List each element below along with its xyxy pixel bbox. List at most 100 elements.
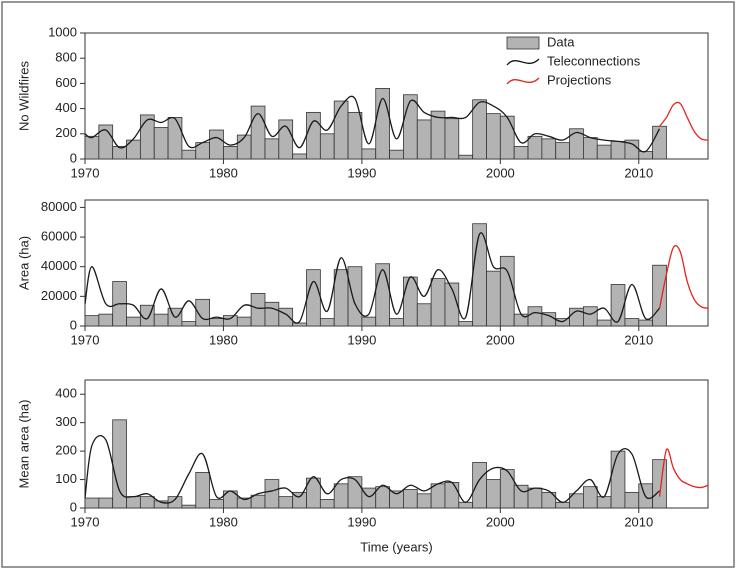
y-tick-label: 0 — [70, 499, 77, 514]
bar — [153, 313, 169, 327]
bar — [638, 319, 654, 327]
bar — [527, 135, 543, 160]
bar — [610, 450, 626, 509]
bar — [139, 496, 155, 509]
bar — [403, 489, 418, 509]
legend-swatch — [506, 77, 540, 85]
x-tick-label: 2000 — [486, 332, 515, 347]
bar — [292, 322, 307, 327]
bar — [596, 319, 612, 327]
bar — [347, 111, 363, 160]
bar — [652, 264, 667, 327]
bar — [361, 148, 377, 160]
bar — [209, 318, 224, 327]
legend-label: Teleconnections — [547, 53, 641, 68]
line — [84, 435, 660, 504]
x-tick-label: 1970 — [71, 514, 100, 529]
bar — [84, 315, 100, 327]
bar — [292, 153, 307, 160]
bar — [555, 142, 570, 160]
bar — [389, 149, 404, 160]
x-tick-label: 1980 — [209, 514, 238, 529]
bar — [306, 477, 321, 509]
bar — [430, 278, 446, 327]
y-axis-label: No Wildfires — [16, 60, 31, 131]
y-tick-label: 400 — [55, 100, 77, 115]
x-tick-label: 2010 — [624, 165, 653, 180]
y-axis-label: Area (ha) — [16, 236, 31, 290]
bar — [527, 487, 543, 509]
bar — [126, 496, 141, 509]
bar — [98, 313, 114, 327]
bar — [596, 496, 612, 509]
bar — [112, 419, 127, 509]
bar — [513, 313, 529, 327]
x-tick-label: 2000 — [486, 165, 515, 180]
bar — [250, 494, 266, 509]
y-tick-label: 800 — [55, 50, 77, 65]
y-tick-label: 400 — [55, 386, 77, 401]
bar — [486, 270, 501, 327]
bar — [278, 307, 294, 327]
bar — [236, 134, 252, 160]
y-tick-label: 40000 — [41, 258, 77, 273]
x-tick-label: 1990 — [347, 514, 376, 529]
bar — [472, 462, 487, 509]
bar — [347, 266, 363, 327]
bar — [153, 127, 169, 160]
bar — [499, 255, 515, 327]
y-tick-label: 0 — [70, 317, 77, 332]
bar — [319, 133, 335, 160]
bar — [458, 321, 474, 327]
legend-swatch — [506, 58, 540, 66]
bar — [181, 149, 197, 160]
bar — [389, 318, 404, 327]
bar — [264, 301, 280, 327]
bar — [513, 484, 529, 509]
y-tick-label: 200 — [55, 125, 77, 140]
bar — [403, 94, 418, 160]
bar — [278, 496, 294, 509]
bar — [333, 269, 349, 327]
bar — [583, 306, 598, 327]
bar — [250, 105, 266, 160]
bar — [624, 491, 640, 509]
bar — [472, 99, 487, 160]
bar — [486, 479, 501, 509]
line — [658, 245, 709, 309]
bar — [98, 497, 114, 509]
bar — [333, 100, 349, 160]
x-tick-label: 2010 — [624, 514, 653, 529]
y-tick-label: 100 — [55, 471, 77, 486]
y-tick-label: 60000 — [41, 228, 77, 243]
bar — [555, 318, 570, 327]
bar — [139, 114, 155, 160]
bar — [541, 491, 557, 509]
line — [658, 448, 709, 497]
bar — [444, 282, 460, 327]
bar — [167, 117, 183, 160]
y-axis-label: Mean area (ha) — [16, 400, 31, 489]
legend-swatch — [506, 36, 540, 50]
bar — [596, 144, 612, 160]
bar — [444, 481, 460, 509]
x-tick-label: 1980 — [209, 332, 238, 347]
bar — [403, 276, 418, 327]
bar — [638, 151, 654, 160]
bar — [499, 469, 515, 509]
x-tick-label: 1980 — [209, 165, 238, 180]
bar — [416, 303, 432, 327]
y-tick-label: 1000 — [48, 24, 77, 39]
bar — [361, 316, 377, 327]
bar — [347, 476, 363, 509]
y-tick-label: 0 — [70, 150, 77, 165]
bar — [458, 501, 474, 509]
bar — [499, 115, 515, 160]
bar — [223, 145, 238, 160]
bar — [126, 316, 141, 327]
bar — [84, 497, 100, 509]
bar — [250, 292, 266, 327]
bar — [527, 306, 543, 327]
legend-label: Data — [547, 34, 575, 49]
